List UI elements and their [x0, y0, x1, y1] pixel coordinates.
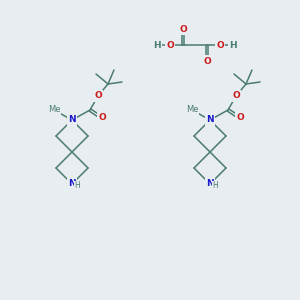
Text: O: O [232, 92, 240, 100]
Text: Me: Me [186, 106, 198, 115]
Text: H: H [74, 182, 80, 190]
Text: O: O [94, 92, 102, 100]
Text: H: H [229, 40, 237, 50]
Text: O: O [179, 25, 187, 34]
Text: O: O [236, 113, 244, 122]
Text: H: H [153, 40, 161, 50]
Text: N: N [206, 179, 214, 188]
Text: O: O [203, 56, 211, 65]
Text: N: N [68, 116, 76, 124]
Text: N: N [206, 116, 214, 124]
Text: H: H [212, 182, 218, 190]
Text: N: N [68, 179, 76, 188]
Text: O: O [166, 40, 174, 50]
Text: Me: Me [48, 106, 60, 115]
Text: O: O [216, 40, 224, 50]
Text: O: O [98, 113, 106, 122]
